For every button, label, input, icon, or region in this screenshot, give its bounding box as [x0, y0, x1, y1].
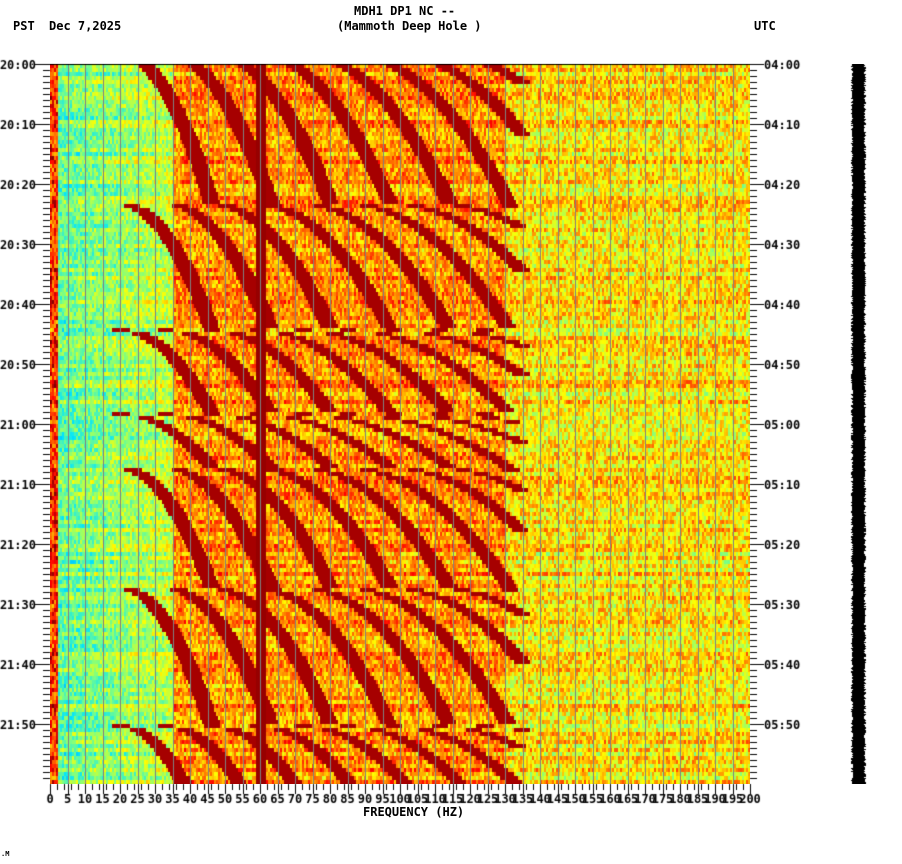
x-axis-label: FREQUENCY (HZ): [363, 805, 465, 819]
footer-mark: .M: [1, 850, 10, 858]
seismogram-trace: [848, 64, 870, 784]
